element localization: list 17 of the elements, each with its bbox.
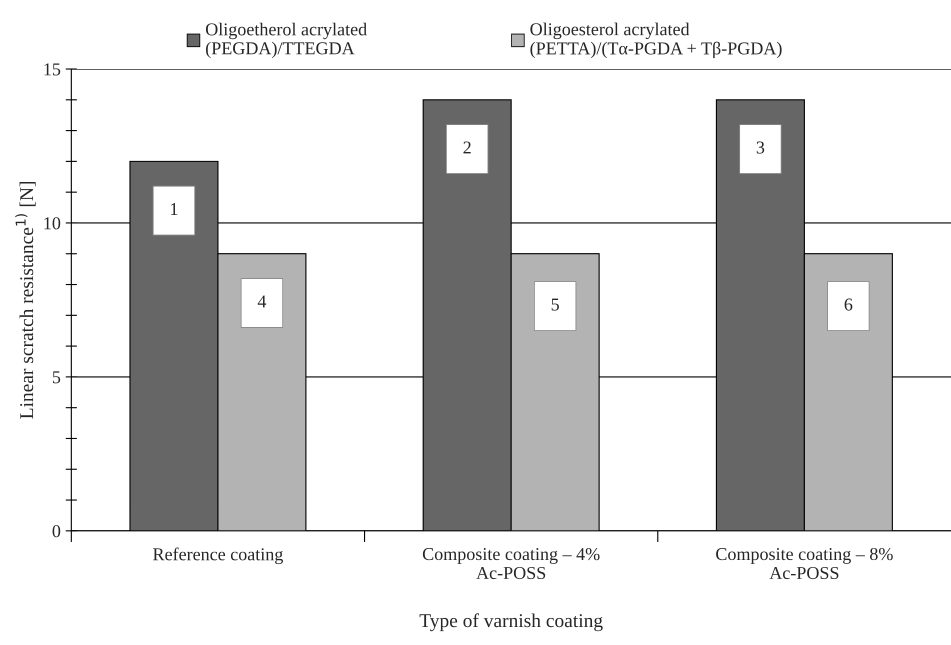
annotation: 2 [463, 141, 471, 154]
x-axis-title: Type of varnish coating [420, 613, 603, 632]
legend-label: Oligoetherol acrylated (PEGDA)/TTEGDA [206, 22, 367, 58]
y-tick-label: 10 [44, 217, 60, 230]
y-tick-label: 0 [52, 525, 60, 538]
annotation: 6 [844, 298, 852, 311]
annotation: 4 [258, 295, 266, 308]
y-tick-label: 5 [52, 371, 60, 384]
x-tick-label: Composite coating – 4% Ac-POSS [422, 548, 600, 580]
x-tick-label: Composite coating – 8% Ac-POSS [716, 548, 893, 580]
y-axis-title: Linear scratch resistance$^{1)}$ [N] [15, 182, 36, 419]
annotation: 3 [756, 141, 764, 154]
y-tick-label: 15 [44, 63, 60, 76]
annotation: 1 [171, 203, 178, 215]
x-tick-label: Reference coating [153, 548, 283, 564]
legend-label: Oligoesterol acrylated (PETTA)/(Tα-PGDA + Tβ-PGDA) [530, 22, 782, 58]
annotation: 5 [552, 298, 559, 311]
